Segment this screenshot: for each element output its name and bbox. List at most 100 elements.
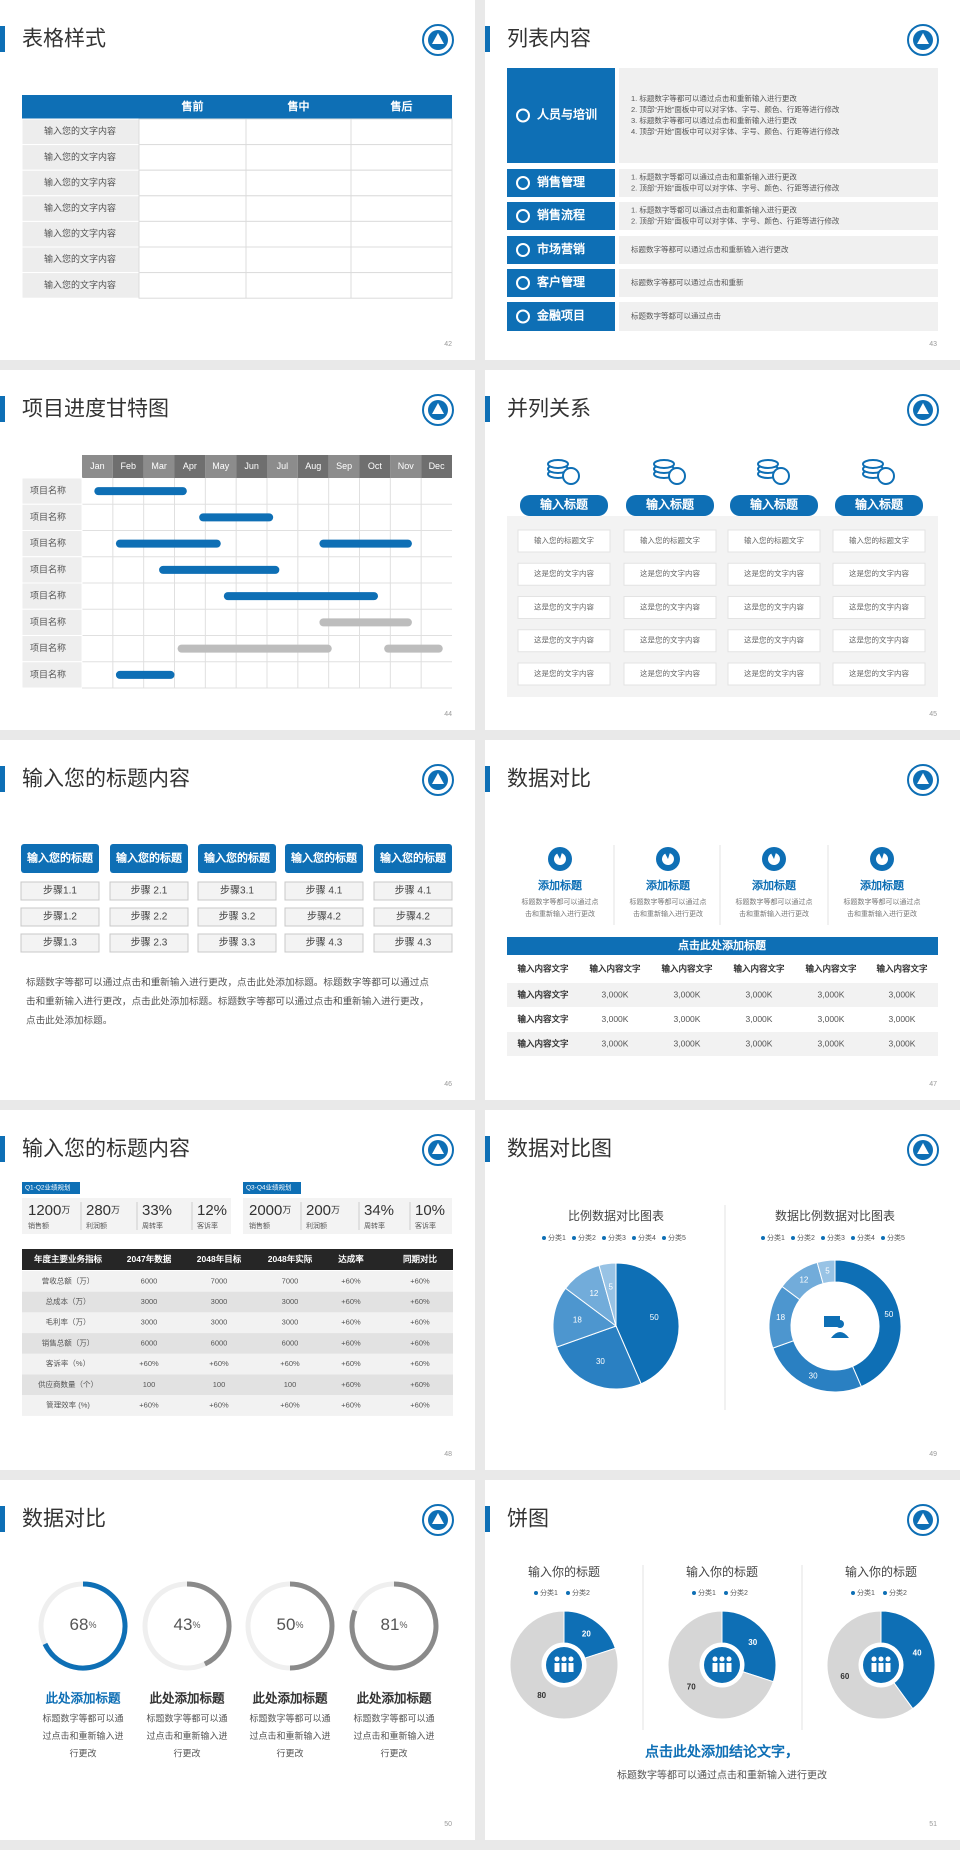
month-cell xyxy=(205,455,237,478)
month-cell xyxy=(236,455,267,478)
ring-arc xyxy=(186,1581,232,1667)
item-box xyxy=(832,662,926,686)
table-cell: +60% xyxy=(410,1297,430,1306)
item-line: 1. 标题数字等都可以通过点击和重新输入进行更改 xyxy=(631,93,797,103)
column-header: 售后 xyxy=(390,99,413,113)
month-label: Mar xyxy=(151,461,167,471)
page-number: 51 xyxy=(929,1821,937,1828)
legend-dot xyxy=(534,1591,538,1595)
step-label: 步骤 3.3 xyxy=(219,937,256,949)
kpi-label: 客诉率 xyxy=(415,1221,436,1230)
month-label: Jul xyxy=(277,461,289,471)
slide-title: 数据对比 xyxy=(507,768,591,791)
step-header-label: 输入您的标题 xyxy=(116,850,183,864)
button-label: 输入标题 xyxy=(646,497,695,512)
kpi-value: 2000万 xyxy=(249,1202,291,1219)
center-icon-board xyxy=(824,1316,840,1327)
table-cell: +60% xyxy=(209,1359,229,1368)
title-bar xyxy=(485,766,490,792)
item-desc: 击和重新输入进行更改 xyxy=(633,909,703,918)
legend-dot xyxy=(602,1236,606,1240)
month-cell xyxy=(267,455,298,478)
table-cell: 3000 xyxy=(211,1297,228,1306)
slide: 输入您的标题内容48Q1-Q2业绩规划1200万销售额280万利润额33%周转率… xyxy=(0,1110,475,1470)
step-box xyxy=(284,907,364,927)
slide: 并列关系45输入标题输入您的标题文字这是您的文字内容这是您的文字内容这是您的文字… xyxy=(485,370,960,730)
chart-title: 输入你的标题 xyxy=(845,1564,917,1579)
legend-label: 分类2 xyxy=(797,1233,815,1242)
legend-label: 分类1 xyxy=(548,1233,566,1242)
person-head xyxy=(554,1656,560,1662)
ring-unit: % xyxy=(295,1620,303,1630)
item-desc: 击和重新输入进行更改 xyxy=(739,909,809,918)
pie-slice xyxy=(667,1610,774,1720)
table-cell: +60% xyxy=(341,1318,361,1327)
legend-dot xyxy=(724,1591,728,1595)
item-text-box xyxy=(619,302,938,331)
item-line: 2. 顶部“开始”面板中可以对字体、字号、颜色、行距等进行修改 xyxy=(631,182,840,192)
month-label: Dec xyxy=(429,461,446,471)
item-desc: 标题数字等都可以通过点 xyxy=(522,897,599,906)
title-bar xyxy=(485,396,490,422)
row-cells xyxy=(138,169,453,197)
table-cell: +60% xyxy=(410,1318,430,1327)
kpi-number: 1200 xyxy=(28,1202,61,1219)
legend-label: 分类3 xyxy=(827,1233,845,1242)
ring-desc: 行更改 xyxy=(69,1747,96,1758)
table-cell: +60% xyxy=(341,1338,361,1347)
step-box xyxy=(109,881,189,901)
table-cell: 3,000K xyxy=(674,989,701,999)
logo-mark xyxy=(917,1513,929,1524)
item-label: 金融项目 xyxy=(536,308,585,323)
table-cell: +60% xyxy=(280,1359,300,1368)
gantt-bar xyxy=(159,565,280,574)
column-header: 同期对比 xyxy=(403,1254,438,1264)
ring-desc: 过点击和重新输入进 xyxy=(353,1730,434,1741)
kpi-value: 280万 xyxy=(86,1202,120,1219)
table-row xyxy=(22,1333,453,1354)
row-label: 输入您的文字内容 xyxy=(44,125,116,136)
legend-label: 分类4 xyxy=(638,1233,656,1242)
slide: 表格样式 42 售前 售中 售后输入您的文字内容输入您的文字内容输入您的文字内容输入您的… xyxy=(0,0,475,360)
slice-label: 18 xyxy=(573,1315,582,1324)
step-header xyxy=(198,844,276,873)
kpi-number: 33% xyxy=(142,1202,172,1219)
item-box xyxy=(832,629,926,653)
item-text: 这是您的文字内容 xyxy=(640,568,700,578)
slice-label: 60 xyxy=(840,1672,849,1681)
item-line: 4. 顶部“开始”面板中可以对字体、字号、颜色、行距等进行修改 xyxy=(631,126,840,136)
kpi-number: 10% xyxy=(415,1202,445,1219)
item-box xyxy=(517,596,611,619)
paragraph-line: 点击此处添加标题。 xyxy=(26,1015,112,1027)
page-number: 50 xyxy=(444,1821,452,1828)
row-label: 输入您的文字内容 xyxy=(44,151,116,162)
item-label-box xyxy=(507,68,615,163)
legend-label: 分类5 xyxy=(668,1233,686,1242)
item-box xyxy=(623,562,717,586)
table-cell: 3000 xyxy=(282,1297,299,1306)
gantt-bar xyxy=(177,644,332,653)
table-cell: 销售总额（万） xyxy=(42,1337,95,1347)
item-box xyxy=(727,662,821,686)
legend-dot xyxy=(881,1236,885,1240)
person-body xyxy=(719,1663,725,1672)
page-number: 49 xyxy=(929,1451,937,1458)
ring-unit: % xyxy=(192,1620,200,1630)
page-number: 45 xyxy=(929,711,937,718)
pie-slice xyxy=(816,1259,836,1285)
item-box xyxy=(517,662,611,686)
page-number: 48 xyxy=(444,1451,452,1458)
table-row xyxy=(22,1353,453,1375)
month-label: Jan xyxy=(90,461,105,471)
kpi-number: 2000 xyxy=(249,1202,282,1219)
slide-bg xyxy=(0,1480,475,1840)
tag-label: Q3-Q4业绩规划 xyxy=(246,1183,292,1192)
ring-unit: % xyxy=(88,1620,96,1630)
step-box xyxy=(20,881,100,901)
legend-label: 分类2 xyxy=(578,1233,596,1242)
legend-label: 分类4 xyxy=(857,1233,875,1242)
ring-title: 此处添加标题 xyxy=(356,1690,432,1705)
table-cell: 7000 xyxy=(282,1276,299,1285)
table-cell: +60% xyxy=(341,1297,361,1306)
